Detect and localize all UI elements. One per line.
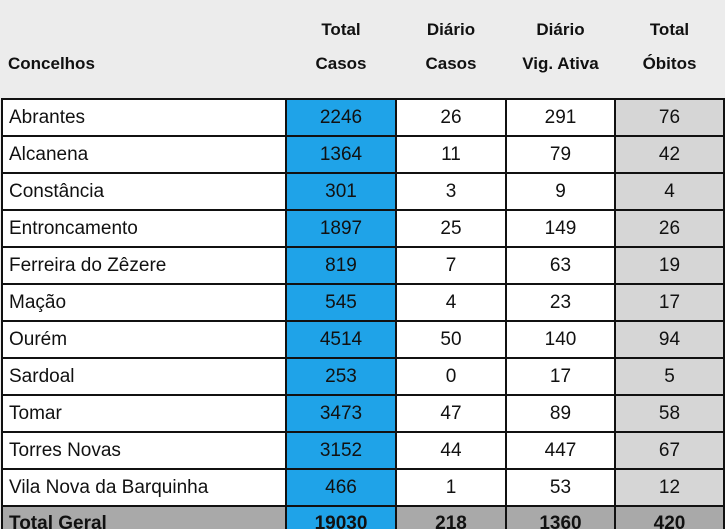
cell-diario-casos: 26 <box>395 98 507 137</box>
table-row: Mação 545 4 23 17 <box>1 283 725 322</box>
cell-total-casos: 4514 <box>285 320 397 359</box>
cell-total-obitos: 4 <box>614 172 725 211</box>
table-row: Vila Nova da Barquinha 466 1 53 12 <box>1 468 725 507</box>
cell-concelho: Constância <box>1 172 287 211</box>
cell-concelho: Ferreira do Zêzere <box>1 246 287 285</box>
cell-concelho: Ourém <box>1 320 287 359</box>
header-total-casos-line1: Total <box>321 20 361 39</box>
header-total-obitos-line2: Óbitos <box>642 54 697 73</box>
cell-vig-ativa: 53 <box>505 468 616 507</box>
table-row: Ourém 4514 50 140 94 <box>1 320 725 359</box>
cell-total-casos: 253 <box>285 357 397 396</box>
table-row: Alcanena 1364 11 79 42 <box>1 135 725 174</box>
cell-total-casos: 819 <box>285 246 397 285</box>
cell-diario-casos: 25 <box>395 209 507 248</box>
table-row: Torres Novas 3152 44 447 67 <box>1 431 725 470</box>
table-row: Ferreira do Zêzere 819 7 63 19 <box>1 246 725 285</box>
header-concelhos-line1 <box>2 0 286 42</box>
total-geral-vig-ativa: 1360 <box>505 505 616 529</box>
cell-concelho: Tomar <box>1 394 287 433</box>
table-row: Constância 301 3 9 4 <box>1 172 725 211</box>
header-vig-ativa-line1: Diário <box>536 20 585 39</box>
total-geral-obitos: 420 <box>614 505 725 529</box>
cell-diario-casos: 44 <box>395 431 507 470</box>
cell-vig-ativa: 447 <box>505 431 616 470</box>
header-total-casos-line2: Casos <box>315 54 367 73</box>
cell-concelho: Torres Novas <box>1 431 287 470</box>
table-body: Abrantes 2246 26 291 76 Alcanena 1364 11 79 42 Con… <box>1 98 725 507</box>
cell-vig-ativa: 9 <box>505 172 616 211</box>
cell-total-casos: 301 <box>285 172 397 211</box>
table-row: Sardoal 253 0 17 5 <box>1 357 725 396</box>
cell-vig-ativa: 291 <box>505 98 616 137</box>
cell-vig-ativa: 149 <box>505 209 616 248</box>
total-geral-diario-casos: 218 <box>395 505 507 529</box>
total-geral-row: Total Geral 19030 218 1360 420 <box>1 505 725 529</box>
cell-diario-casos: 3 <box>395 172 507 211</box>
cell-diario-casos: 1 <box>395 468 507 507</box>
table-row: Entroncamento 1897 25 149 26 <box>1 209 725 248</box>
cell-total-casos: 1897 <box>285 209 397 248</box>
cell-vig-ativa: 79 <box>505 135 616 174</box>
cell-diario-casos: 50 <box>395 320 507 359</box>
header-concelhos: Concelhos <box>8 54 95 73</box>
cell-vig-ativa: 140 <box>505 320 616 359</box>
cell-total-casos: 545 <box>285 283 397 322</box>
cell-concelho: Alcanena <box>1 135 287 174</box>
cell-vig-ativa: 63 <box>505 246 616 285</box>
total-geral-total-casos: 19030 <box>285 505 397 529</box>
cell-diario-casos: 4 <box>395 283 507 322</box>
cell-total-obitos: 58 <box>614 394 725 433</box>
header-diario-casos-line2: Casos <box>425 54 477 73</box>
cell-vig-ativa: 89 <box>505 394 616 433</box>
cell-diario-casos: 47 <box>395 394 507 433</box>
cell-total-casos: 2246 <box>285 98 397 137</box>
cell-total-casos: 3473 <box>285 394 397 433</box>
table-header: Total Diário Diário Total Concelhos Caso… <box>2 0 724 99</box>
cell-vig-ativa: 23 <box>505 283 616 322</box>
cell-total-obitos: 19 <box>614 246 725 285</box>
header-diario-casos-line1: Diário <box>426 20 476 39</box>
cell-concelho: Sardoal <box>1 357 287 396</box>
cell-total-obitos: 67 <box>614 431 725 470</box>
cell-concelho: Mação <box>1 283 287 322</box>
cell-total-obitos: 5 <box>614 357 725 396</box>
cell-total-casos: 1364 <box>285 135 397 174</box>
cell-concelho: Abrantes <box>1 98 287 137</box>
header-vig-ativa-line2: Vig. Ativa <box>522 54 599 73</box>
cell-total-obitos: 17 <box>614 283 725 322</box>
cell-vig-ativa: 17 <box>505 357 616 396</box>
cell-total-obitos: 12 <box>614 468 725 507</box>
cell-total-casos: 466 <box>285 468 397 507</box>
cell-total-obitos: 94 <box>614 320 725 359</box>
cell-concelho: Entroncamento <box>1 209 287 248</box>
cell-diario-casos: 0 <box>395 357 507 396</box>
total-geral-label: Total Geral <box>1 505 287 529</box>
table-row: Tomar 3473 47 89 58 <box>1 394 725 433</box>
cell-diario-casos: 11 <box>395 135 507 174</box>
table-footer: Total Geral 19030 218 1360 420 <box>1 505 725 529</box>
cell-total-obitos: 26 <box>614 209 725 248</box>
cell-concelho: Vila Nova da Barquinha <box>1 468 287 507</box>
table-row: Abrantes 2246 26 291 76 <box>1 98 725 137</box>
cell-total-casos: 3152 <box>285 431 397 470</box>
cell-total-obitos: 42 <box>614 135 725 174</box>
cell-diario-casos: 7 <box>395 246 507 285</box>
header-total-obitos-line1: Total <box>649 20 690 39</box>
cell-total-obitos: 76 <box>614 98 725 137</box>
